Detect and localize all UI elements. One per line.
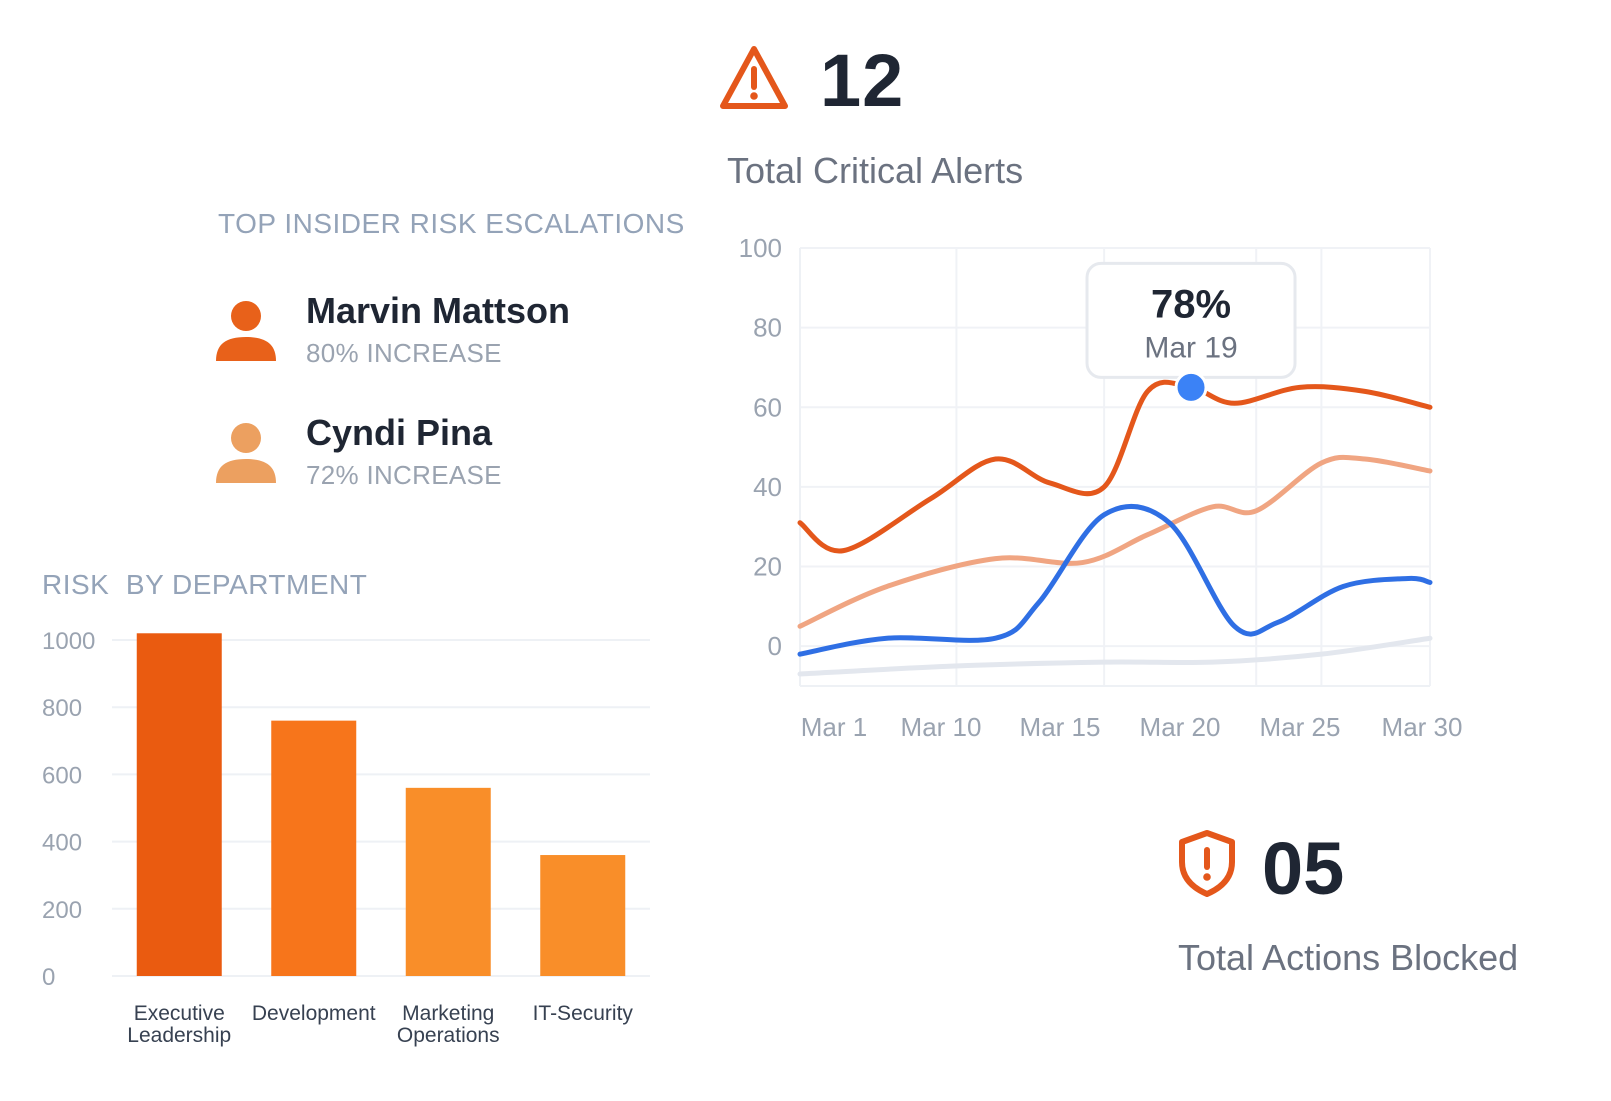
- y-tick-label: 100: [740, 233, 782, 263]
- y-tick-label: 80: [753, 313, 782, 343]
- x-tick-label: Mar 30: [1382, 712, 1463, 742]
- actions-blocked-label: Total Actions Blocked: [1178, 937, 1519, 978]
- x-tick-label: Marketing: [402, 1002, 494, 1025]
- tooltip-value: 78%: [1151, 282, 1231, 326]
- series-line: [797, 635, 1433, 677]
- user-icon: [216, 301, 276, 361]
- series-line: [797, 379, 1433, 554]
- y-tick-label: 600: [42, 762, 82, 789]
- tooltip-point: [1174, 370, 1208, 404]
- critical-alerts-label: Total Critical Alerts: [727, 150, 1024, 191]
- escalations-title: TOP INSIDER RISK ESCALATIONS: [218, 208, 685, 239]
- x-tick-label: Leadership: [127, 1024, 231, 1047]
- y-tick-label: 20: [753, 552, 782, 582]
- series-line: [797, 454, 1433, 629]
- department-chart-title: RISK BY DEPARTMENT: [42, 569, 368, 600]
- bar: [405, 787, 491, 976]
- x-tick-label: Mar 1: [801, 712, 867, 742]
- x-tick-label: Operations: [397, 1024, 500, 1047]
- series-line: [797, 504, 1433, 657]
- y-tick-label: 0: [768, 631, 782, 661]
- escalation-detail: 72% INCREASE: [306, 460, 502, 490]
- x-tick-label: Development: [252, 1002, 376, 1025]
- x-tick-label: Mar 25: [1260, 712, 1341, 742]
- tooltip-date: Mar 19: [1144, 331, 1237, 364]
- actions-blocked-count: 05: [1262, 827, 1345, 910]
- bar: [540, 855, 626, 976]
- x-tick-label: IT-Security: [533, 1002, 634, 1025]
- y-tick-label: 40: [753, 472, 782, 502]
- bar: [271, 720, 357, 976]
- alerts-line-chart: 0 20 40 60 80 100 Mar 1 Mar 10 Mar 15 Mar 20 Mar 2…: [740, 233, 1463, 742]
- critical-alerts-count: 12: [820, 39, 905, 122]
- escalation-name: Marvin Mattson: [306, 290, 571, 331]
- y-tick-label: 800: [42, 695, 82, 722]
- y-tick-label: 0: [42, 964, 55, 991]
- x-tick-label: Mar 10: [901, 712, 982, 742]
- escalation-detail: 80% INCREASE: [306, 338, 502, 368]
- y-tick-label: 200: [42, 897, 82, 924]
- escalation-name: Cyndi Pina: [306, 412, 493, 453]
- x-tick-label: Mar 20: [1140, 712, 1221, 742]
- x-tick-label: Mar 15: [1020, 712, 1101, 742]
- user-icon: [216, 423, 276, 483]
- y-tick-label: 400: [42, 830, 82, 857]
- y-tick-label: 1000: [42, 628, 95, 655]
- warning-triangle-icon: [720, 46, 788, 109]
- x-tick-label: Executive: [134, 1002, 225, 1025]
- y-tick-label: 60: [753, 392, 782, 422]
- shield-alert-icon: [1179, 830, 1235, 897]
- bar: [136, 633, 222, 976]
